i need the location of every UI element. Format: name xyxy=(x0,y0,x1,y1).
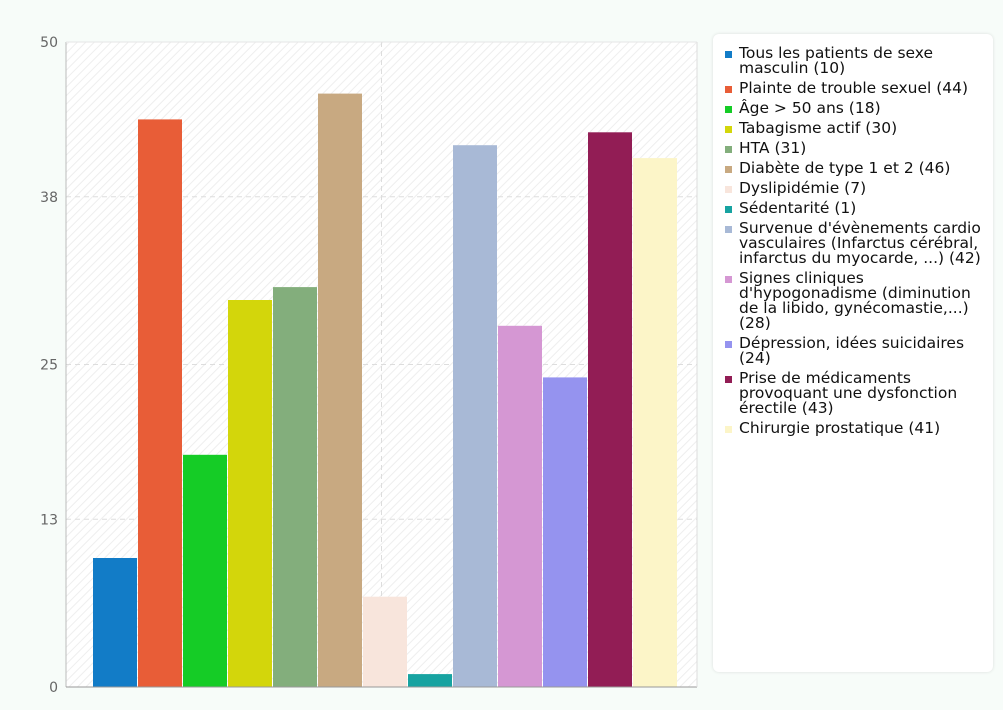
legend-label: Âge > 50 ans (18) xyxy=(739,99,881,117)
y-tick-label: 38 xyxy=(40,190,58,206)
legend-swatch xyxy=(725,186,732,193)
y-tick-label: 13 xyxy=(40,512,58,528)
y-tick-label: 50 xyxy=(40,35,58,51)
legend-swatch xyxy=(725,86,732,93)
legend-item[interactable]: Tous les patients de sexe masculin (10) xyxy=(725,44,985,77)
legend-label: Sédentarité (1) xyxy=(739,199,857,217)
y-tick-label: 25 xyxy=(40,358,58,374)
legend-item[interactable]: HTA (31) xyxy=(725,139,985,157)
bar[interactable] xyxy=(273,287,317,687)
legend-label: Dyslipidémie (7) xyxy=(739,179,867,197)
legend-label: Diabète de type 1 et 2 (46) xyxy=(739,159,951,177)
legend-swatch xyxy=(725,106,732,113)
legend-item[interactable]: Plainte de trouble sexuel (44) xyxy=(725,79,985,97)
legend-swatch xyxy=(725,166,732,173)
legend-swatch xyxy=(725,126,732,133)
legend-swatch xyxy=(725,146,732,153)
bar[interactable] xyxy=(408,674,452,687)
legend-swatch xyxy=(725,51,732,58)
legend-swatch xyxy=(725,226,732,233)
legend-item[interactable]: Chirurgie prostatique (41) xyxy=(725,419,985,437)
bar[interactable] xyxy=(363,596,407,687)
bar[interactable] xyxy=(588,132,632,688)
legend-label: Dépression, idées suicidaires (24) xyxy=(739,334,965,367)
legend-label: Tous les patients de sexe masculin (10) xyxy=(739,44,934,77)
legend-swatch xyxy=(725,206,732,213)
legend-item[interactable]: Diabète de type 1 et 2 (46) xyxy=(725,159,985,177)
legend-label: Plainte de trouble sexuel (44) xyxy=(739,79,969,97)
y-tick-label: 0 xyxy=(49,680,58,696)
legend-label: Survenue d'évènements cardio vasculaires… xyxy=(739,219,981,267)
legend-item[interactable]: Dyslipidémie (7) xyxy=(725,179,985,197)
legend-item[interactable]: Tabagisme actif (30) xyxy=(725,119,985,137)
bar[interactable] xyxy=(318,93,362,688)
legend-swatch xyxy=(725,376,732,383)
bar[interactable] xyxy=(93,558,137,687)
legend-label: HTA (31) xyxy=(739,139,807,157)
bar[interactable] xyxy=(498,325,542,687)
legend-swatch xyxy=(725,341,732,348)
bar[interactable] xyxy=(633,158,677,688)
legend-swatch xyxy=(725,426,732,433)
legend-item[interactable]: Signes cliniques d'hypogonadisme (diminu… xyxy=(725,269,985,332)
legend-swatch xyxy=(725,276,732,283)
legend-item[interactable]: Âge > 50 ans (18) xyxy=(725,99,985,117)
legend-label: Signes cliniques d'hypogonadisme (diminu… xyxy=(739,269,971,332)
legend-label: Chirurgie prostatique (41) xyxy=(739,419,941,437)
bar[interactable] xyxy=(183,454,227,687)
legend-item[interactable]: Survenue d'évènements cardio vasculaires… xyxy=(725,219,985,267)
legend-item[interactable]: Sédentarité (1) xyxy=(725,199,985,217)
legend-item[interactable]: Prise de médicaments provoquant une dysf… xyxy=(725,369,985,417)
legend-label: Tabagisme actif (30) xyxy=(739,119,898,137)
bar[interactable] xyxy=(138,119,182,687)
bar[interactable] xyxy=(228,300,272,687)
legend-item[interactable]: Dépression, idées suicidaires (24) xyxy=(725,334,985,367)
bar[interactable] xyxy=(453,145,497,687)
bar[interactable] xyxy=(543,377,587,687)
legend: Tous les patients de sexe masculin (10) P… xyxy=(713,34,993,672)
legend-label: Prise de médicaments provoquant une dysf… xyxy=(739,369,958,417)
